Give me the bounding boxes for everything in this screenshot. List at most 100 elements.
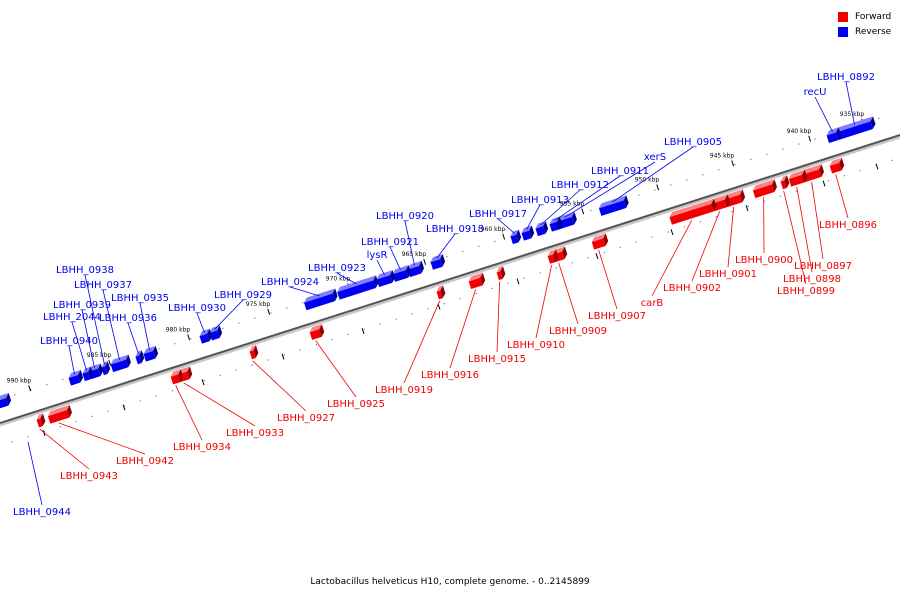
gene-front-face: [407, 265, 422, 278]
tick-dot-lower: [59, 425, 61, 428]
gene-front-face: [829, 162, 842, 174]
gene-front-face: [468, 277, 483, 290]
gene-label-lbhh-0940: LBHH_0940: [40, 336, 98, 347]
tick-dot-lower: [331, 338, 333, 341]
tick-dot-lower: [91, 415, 93, 417]
label-leader-line: [183, 382, 256, 427]
gene-side-face: [6, 392, 12, 406]
gene-side-face: [153, 345, 159, 359]
gene-side-face: [405, 264, 411, 278]
gene-label-lbhh-0927: LBHH_0927: [277, 413, 335, 424]
gene-label-lbhh-0925: LBHH_0925: [327, 399, 385, 410]
gene-front-face: [496, 271, 503, 281]
gene-side-face: [500, 266, 506, 279]
tick-dot-upper: [270, 312, 272, 314]
gene-side-face: [98, 363, 104, 377]
genome-caption: Lactobacillus helveticus H10, complete g…: [310, 577, 590, 587]
gene-label-lysr: lysR: [367, 250, 388, 261]
gene-label-lbhh-0905: LBHH_0905: [664, 137, 722, 148]
tick-dot-lower: [347, 333, 349, 336]
tick-dot-upper: [654, 189, 656, 191]
label-leader-line: [598, 249, 618, 310]
gene-side-face: [623, 195, 629, 208]
major-tick-lower: [361, 327, 365, 334]
major-tick-upper: [28, 385, 32, 392]
tick-dot-upper: [718, 169, 720, 171]
gene-side-face: [217, 325, 223, 339]
gene-glyph: [304, 288, 338, 311]
gene-side-face: [562, 246, 568, 260]
tick-dot-lower: [699, 221, 701, 223]
gene-front-face: [304, 293, 336, 311]
gene-glyph: [309, 324, 325, 340]
label-leader-line: [497, 218, 515, 234]
kbp-label: 960 kbp: [481, 226, 506, 233]
gene-top-face: [591, 233, 606, 243]
gene-side-face: [389, 270, 395, 283]
gene-side-face: [725, 194, 731, 207]
label-leader-line: [540, 189, 581, 226]
gene-top-face: [801, 164, 822, 175]
gene-glyph: [752, 179, 777, 199]
gene-glyph: [598, 195, 629, 216]
major-tick-upper: [808, 135, 812, 142]
major-tick-lower: [745, 205, 749, 212]
gene-top-face: [829, 157, 842, 166]
gene-label-lbhh-0923: LBHH_0923: [308, 263, 366, 274]
gene-side-face: [553, 249, 559, 262]
gene-side-face: [78, 369, 84, 383]
gene-glyph: [110, 354, 131, 373]
gene-glyph: [143, 345, 159, 362]
label-leader-line: [558, 262, 579, 325]
major-tick-upper: [581, 208, 585, 215]
gene-front-face: [724, 194, 743, 208]
gene-front-face: [788, 174, 805, 187]
tick-dot-lower: [235, 369, 237, 371]
major-tick-lower: [670, 229, 674, 236]
gene-label-lbhh-0892: LBHH_0892: [817, 72, 875, 83]
label-leader-line: [835, 174, 849, 219]
tick-dot-lower: [715, 216, 717, 218]
gene-label-lbhh-0897: LBHH_0897: [794, 261, 852, 272]
tick-dot-upper: [254, 317, 256, 319]
tick-dot-lower: [619, 246, 621, 248]
tick-dot-upper: [494, 240, 496, 242]
gene-label-lbhh-0901: LBHH_0901: [699, 269, 757, 280]
gene-side-face: [187, 366, 193, 380]
gene-label-lbhh-0917: LBHH_0917: [469, 209, 527, 220]
label-leader-line: [783, 190, 807, 285]
gene-glyph: [376, 270, 395, 287]
gene-glyph: [724, 189, 746, 208]
tick-dot-lower: [843, 175, 845, 177]
gene-front-face: [436, 290, 443, 300]
gene-front-face: [510, 234, 519, 245]
tick-dot-lower: [443, 303, 445, 305]
legend-forward-label: Forward: [855, 11, 892, 22]
gene-top-face: [436, 285, 443, 292]
gene-front-face: [170, 374, 181, 385]
gene-label-lbhh-0896: LBHH_0896: [819, 220, 877, 231]
tick-dot-upper: [782, 148, 784, 150]
gene-front-face: [826, 132, 839, 144]
gene-top-face: [669, 198, 714, 218]
gene-glyph: [436, 285, 446, 300]
tick-dot-upper: [798, 143, 800, 145]
gene-side-face: [332, 288, 338, 302]
label-leader-line: [449, 289, 477, 369]
gene-top-face: [249, 345, 256, 352]
tick-dot-upper: [702, 174, 704, 176]
gene-label-lbhh-0918: LBHH_0918: [426, 224, 484, 235]
gene-label-lbhh-0909: LBHH_0909: [549, 326, 607, 337]
label-leader-line: [845, 81, 855, 125]
label-leader-line: [811, 181, 824, 260]
tick-dot-lower: [555, 267, 557, 269]
tick-dot-lower: [27, 436, 29, 438]
tick-dot-lower: [459, 297, 461, 300]
tick-dot-lower: [363, 328, 365, 330]
tick-dot-lower: [43, 431, 45, 433]
tick-dot-lower: [507, 282, 509, 284]
gene-side-face: [207, 328, 213, 342]
tick-dot-lower: [747, 205, 749, 208]
tick-dot-lower: [587, 257, 589, 259]
gene-glyph: [249, 345, 259, 360]
